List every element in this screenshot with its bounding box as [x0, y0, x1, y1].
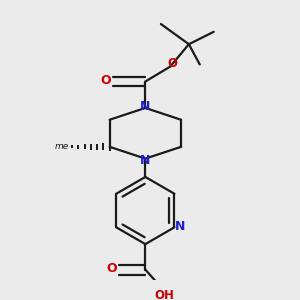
Text: OH: OH	[155, 289, 175, 300]
Text: O: O	[107, 262, 117, 275]
Text: O: O	[100, 74, 111, 87]
Text: N: N	[140, 100, 151, 113]
Text: N: N	[175, 220, 185, 232]
Text: N: N	[140, 154, 151, 167]
Text: O: O	[167, 57, 177, 70]
Text: me: me	[54, 142, 68, 151]
